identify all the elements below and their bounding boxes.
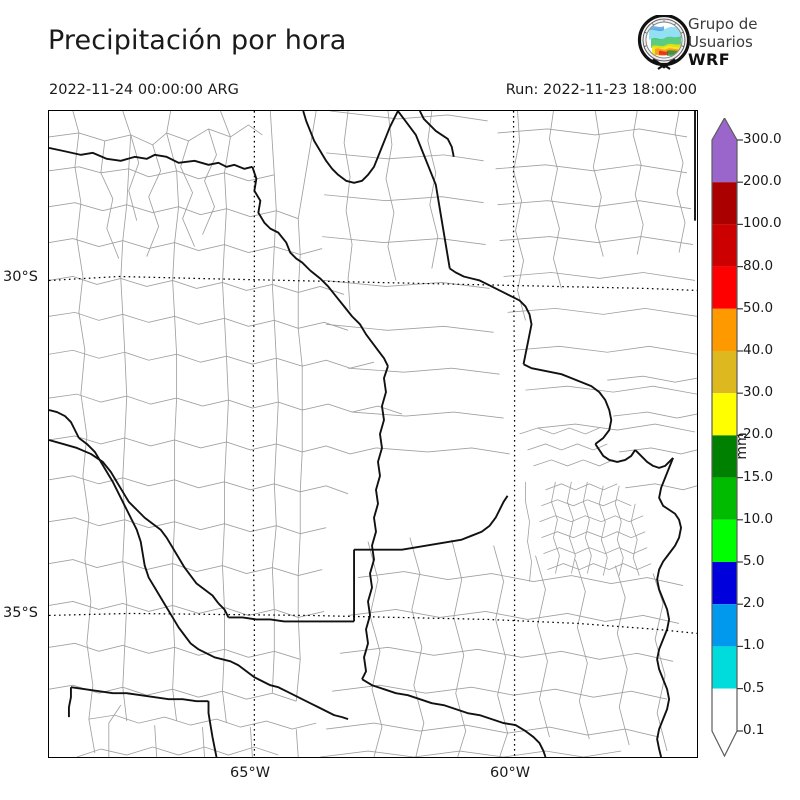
logo-text: Grupo de Usuarios WRF (688, 15, 800, 69)
valid-time-label: 2022-11-24 00:00:00 ARG (49, 82, 239, 98)
page-title: Precipitación por hora (48, 25, 347, 56)
latitude-tick-30s: 30°S (3, 269, 38, 285)
latitude-tick-35s: 35°S (3, 605, 38, 621)
brand-logo: Grupo de Usuarios WRF (637, 14, 799, 76)
colorbar-tick-label: 5.0 (743, 553, 765, 569)
colorbar-tick-label: 300.0 (743, 131, 782, 147)
colorbar-gradient (711, 118, 743, 758)
colorbar-tick-label: 0.1 (743, 722, 765, 738)
colorbar-tick-label: 50.0 (743, 299, 774, 316)
colorbar-tick-label: 20.0 (743, 426, 774, 443)
colorbar-tick-label: 15.0 (743, 468, 774, 485)
colorbar[interactable]: 300.0 200.0 100.0 80.0 50.0 40.0 30.0 20… (710, 118, 800, 758)
logo-line-2: Usuarios (688, 32, 753, 51)
colorbar-tick-label: 30.0 (743, 384, 774, 401)
map-geography (49, 111, 697, 757)
colorbar-tick-label: 10.0 (743, 510, 774, 527)
logo-line-1: Grupo de (688, 15, 758, 33)
logo-line-3: WRF (688, 50, 731, 69)
colorbar-tick-label: 40.0 (743, 342, 774, 358)
wrf-user-group-globe-seal-icon (637, 15, 691, 70)
colorbar-unit-label: mm (734, 432, 750, 460)
colorbar-tick-label: 200.0 (743, 173, 782, 190)
colorbar-tick-label: 1.0 (743, 637, 765, 654)
map-canvas[interactable] (48, 110, 698, 758)
longitude-tick-60w: 60°W (490, 765, 531, 781)
colorbar-tick-label: 0.5 (743, 679, 765, 696)
colorbar-tick-label: 80.0 (743, 257, 774, 274)
longitude-tick-65w: 65°W (230, 765, 271, 781)
colorbar-tick-label: 2.0 (743, 595, 765, 612)
model-run-label: Run: 2022-11-23 18:00:00 (505, 82, 697, 98)
colorbar-tick-label: 100.0 (743, 215, 782, 232)
colorbar-tick-labels: 300.0 200.0 100.0 80.0 50.0 40.0 30.0 20… (710, 118, 800, 758)
